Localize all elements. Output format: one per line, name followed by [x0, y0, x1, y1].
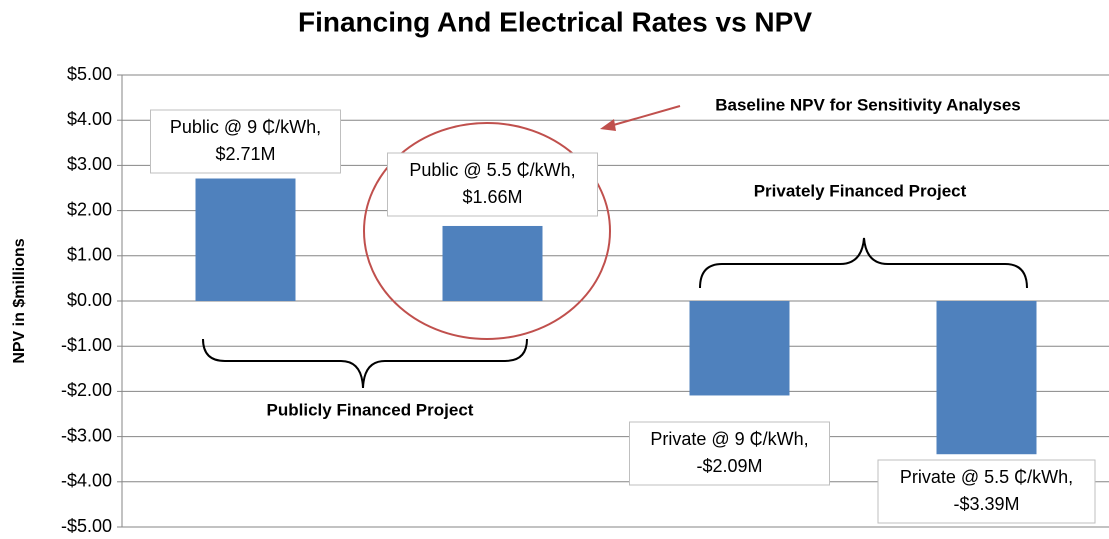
brace: [202, 338, 528, 389]
y-tick-label: $4.00: [67, 109, 112, 129]
label-box: [877, 459, 1096, 524]
annotation: Publicly Financed Project: [267, 400, 474, 419]
bar: [195, 178, 296, 301]
data-label: Private @ 5.5 ₵/kWh,: [900, 467, 1073, 487]
y-tick-label: -$1.00: [61, 335, 112, 355]
y-tick-label: -$2.00: [61, 380, 112, 400]
data-label: $2.71M: [215, 144, 275, 164]
y-tick-label: $1.00: [67, 245, 112, 265]
bar: [442, 225, 543, 301]
y-tick-label: $2.00: [67, 199, 112, 219]
data-label: Public @ 9 ₵/kWh,: [170, 117, 321, 137]
label-box: [629, 421, 830, 486]
data-label: -$3.39M: [953, 494, 1019, 514]
annotation: Baseline NPV for Sensitivity Analyses: [715, 95, 1021, 114]
highlight-circle: [363, 122, 611, 340]
annotation: Privately Financed Project: [754, 181, 967, 200]
bar: [689, 301, 790, 396]
y-tick-label: -$5.00: [61, 516, 112, 536]
y-tick-label: -$3.00: [61, 425, 112, 445]
y-tick-label: $3.00: [67, 154, 112, 174]
data-label: Private @ 9 ₵/kWh,: [650, 429, 808, 449]
arrow: [609, 105, 681, 127]
y-tick-label: -$4.00: [61, 471, 112, 491]
arrow-head: [600, 119, 616, 131]
label-box: [387, 152, 598, 217]
y-tick-label: $0.00: [67, 290, 112, 310]
y-tick-label: $5.00: [67, 64, 112, 84]
y-axis-label: NPV in $millions: [11, 238, 28, 363]
data-label: Public @ 5.5 ₵/kWh,: [409, 160, 575, 180]
label-box: [150, 109, 341, 174]
data-label: $1.66M: [462, 187, 522, 207]
brace: [699, 237, 1028, 289]
chart-title: Financing And Electrical Rates vs NPV: [298, 6, 812, 37]
bar: [936, 301, 1037, 455]
data-label: -$2.09M: [696, 456, 762, 476]
